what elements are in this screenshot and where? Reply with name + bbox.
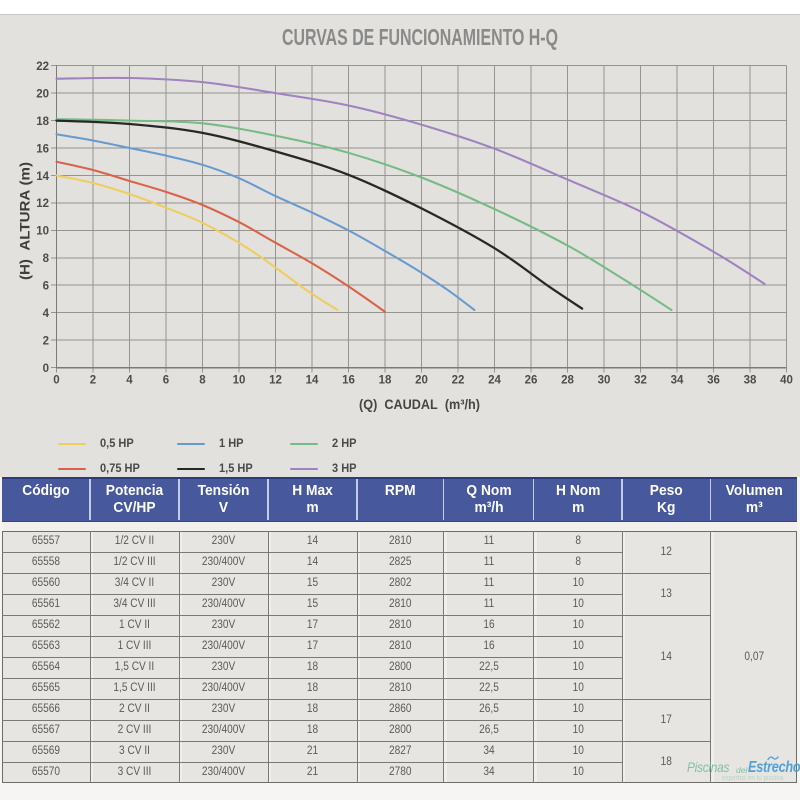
svg-text:20: 20: [36, 88, 49, 100]
svg-text:CURVAS DE FUNCIONAMIENTO H-Q: CURVAS DE FUNCIONAMIENTO H-Q: [282, 24, 558, 50]
svg-text:8: 8: [199, 375, 206, 387]
svg-text:0: 0: [43, 363, 49, 375]
svg-text:12: 12: [269, 375, 282, 387]
svg-text:28: 28: [561, 375, 574, 387]
svg-text:34: 34: [671, 375, 684, 387]
svg-text:(Q) CAUDAL (m³/h): (Q) CAUDAL (m³/h): [359, 397, 480, 412]
svg-text:24: 24: [488, 375, 501, 387]
svg-text:10: 10: [36, 226, 49, 238]
svg-text:18: 18: [36, 116, 49, 128]
svg-text:4: 4: [43, 308, 50, 320]
svg-text:6: 6: [43, 281, 49, 293]
svg-text:4: 4: [126, 375, 133, 387]
svg-text:6: 6: [163, 375, 169, 387]
svg-text:40: 40: [780, 375, 793, 387]
svg-text:36: 36: [707, 375, 720, 387]
svg-text:2: 2: [43, 335, 49, 347]
svg-text:14: 14: [306, 375, 319, 387]
svg-text:18: 18: [379, 375, 392, 387]
svg-text:20: 20: [415, 375, 428, 387]
svg-text:16: 16: [342, 375, 355, 387]
svg-text:0: 0: [53, 375, 59, 387]
svg-text:(H) ALTURA (m): (H) ALTURA (m): [18, 162, 33, 280]
svg-text:12: 12: [36, 198, 49, 210]
svg-text:30: 30: [598, 375, 611, 387]
svg-text:14: 14: [36, 171, 49, 183]
svg-text:16: 16: [36, 143, 49, 155]
svg-text:22: 22: [36, 61, 49, 73]
svg-text:32: 32: [634, 375, 647, 387]
svg-text:8: 8: [43, 253, 50, 265]
svg-text:26: 26: [525, 375, 538, 387]
svg-text:38: 38: [744, 375, 757, 387]
svg-text:2: 2: [90, 375, 96, 387]
svg-text:10: 10: [233, 375, 246, 387]
svg-text:22: 22: [452, 375, 465, 387]
